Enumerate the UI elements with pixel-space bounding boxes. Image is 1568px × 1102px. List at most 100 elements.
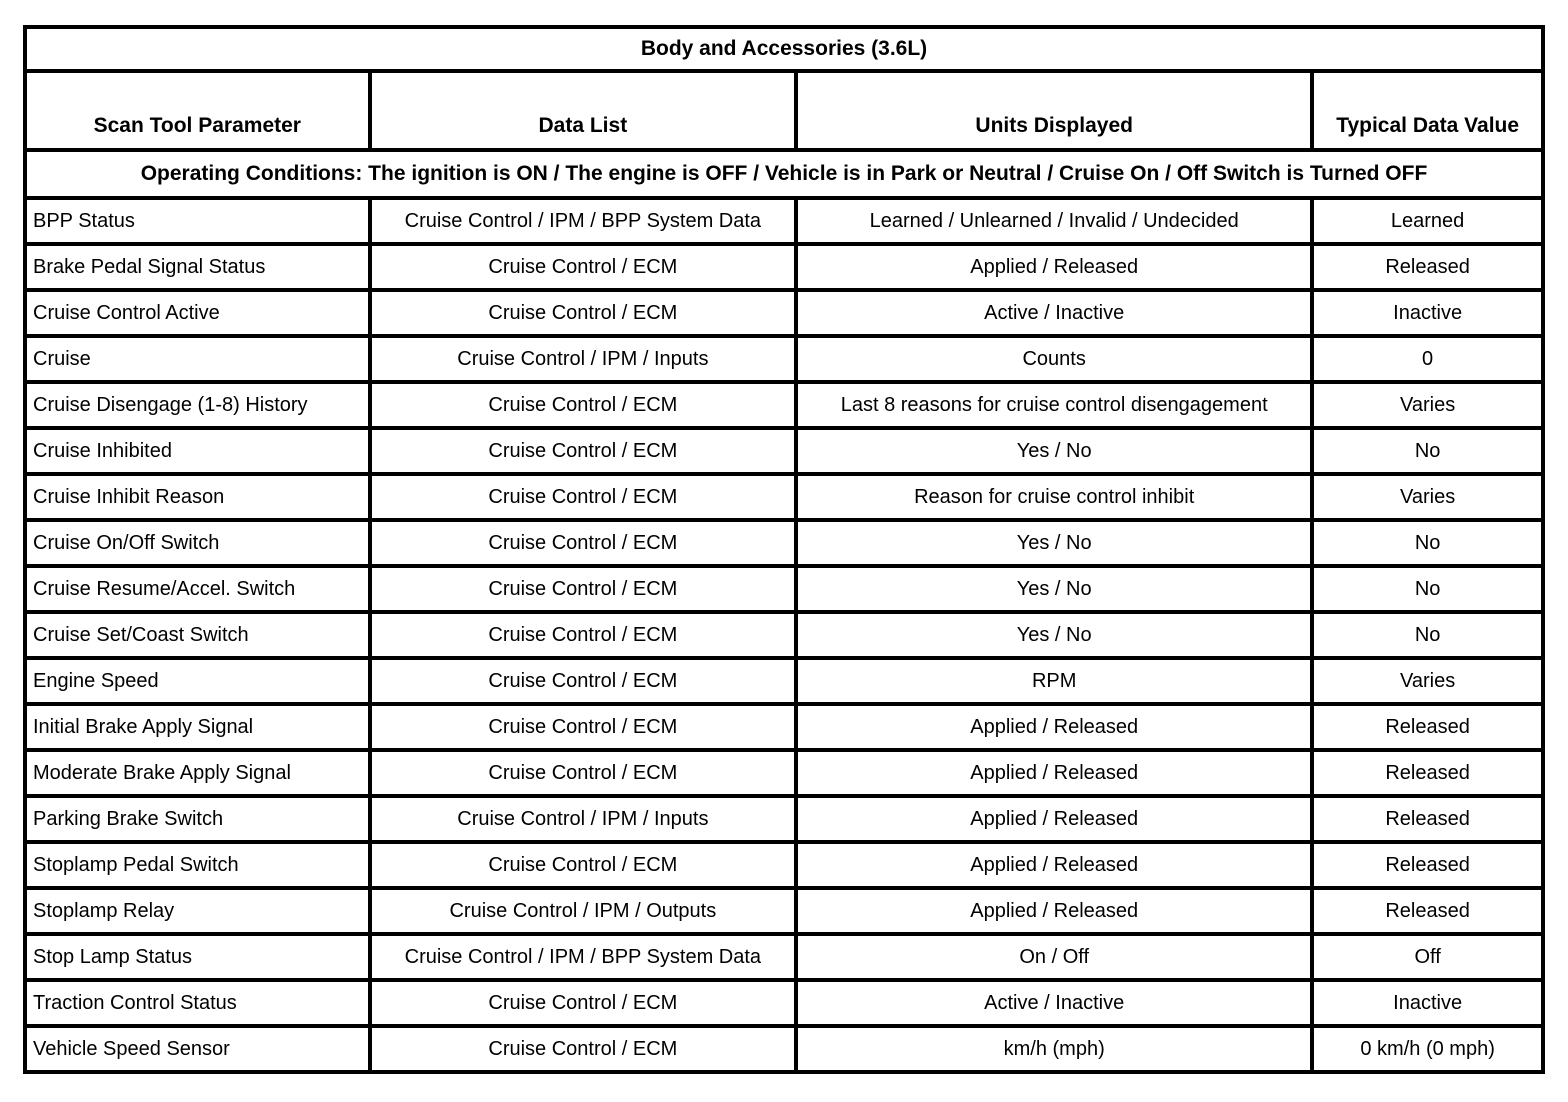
table-row: Cruise Control Active Cruise Control / E… bbox=[23, 288, 1545, 339]
cell-typical-value: Released bbox=[1310, 242, 1545, 293]
cell-data-list: Cruise Control / ECM bbox=[367, 288, 799, 339]
table-row: Cruise Disengage (1-8) History Cruise Co… bbox=[23, 380, 1545, 431]
cell-data-list: Cruise Control / ECM bbox=[367, 1024, 799, 1075]
cell-units-displayed: Counts bbox=[794, 334, 1315, 385]
cell-parameter: Stoplamp Relay bbox=[23, 886, 372, 937]
col-header-scan-tool-parameter: Scan Tool Parameter bbox=[23, 69, 372, 152]
cell-parameter: Stop Lamp Status bbox=[23, 932, 372, 983]
cell-units-displayed: Learned / Unlearned / Invalid / Undecide… bbox=[794, 196, 1315, 247]
operating-conditions-row: Operating Conditions: The ignition is ON… bbox=[23, 147, 1545, 201]
cell-typical-value: Released bbox=[1310, 702, 1545, 753]
cell-units-displayed: RPM bbox=[794, 656, 1315, 707]
cell-parameter: Moderate Brake Apply Signal bbox=[23, 748, 372, 799]
column-header-row: Scan Tool Parameter Data List Units Disp… bbox=[23, 69, 1545, 152]
table-row: Initial Brake Apply Signal Cruise Contro… bbox=[23, 702, 1545, 753]
cell-units-displayed: Active / Inactive bbox=[794, 288, 1315, 339]
cell-units-displayed: Yes / No bbox=[794, 564, 1315, 615]
cell-data-list: Cruise Control / ECM bbox=[367, 564, 799, 615]
cell-data-list: Cruise Control / ECM bbox=[367, 518, 799, 569]
cell-data-list: Cruise Control / IPM / Inputs bbox=[367, 794, 799, 845]
table-row: Cruise On/Off Switch Cruise Control / EC… bbox=[23, 518, 1545, 569]
cell-typical-value: Released bbox=[1310, 748, 1545, 799]
table-row: Cruise Set/Coast Switch Cruise Control /… bbox=[23, 610, 1545, 661]
cell-data-list: Cruise Control / ECM bbox=[367, 242, 799, 293]
cell-typical-value: Inactive bbox=[1310, 978, 1545, 1029]
cell-parameter: Vehicle Speed Sensor bbox=[23, 1024, 372, 1075]
cell-parameter: Brake Pedal Signal Status bbox=[23, 242, 372, 293]
cell-typical-value: No bbox=[1310, 610, 1545, 661]
cell-parameter: Parking Brake Switch bbox=[23, 794, 372, 845]
cell-typical-value: No bbox=[1310, 518, 1545, 569]
cell-parameter: Cruise Set/Coast Switch bbox=[23, 610, 372, 661]
table-title-row: Body and Accessories (3.6L) bbox=[23, 25, 1545, 73]
cell-parameter: Cruise bbox=[23, 334, 372, 385]
cell-data-list: Cruise Control / ECM bbox=[367, 472, 799, 523]
cell-units-displayed: Applied / Released bbox=[794, 702, 1315, 753]
cell-parameter: BPP Status bbox=[23, 196, 372, 247]
col-header-typical-data-value: Typical Data Value bbox=[1310, 69, 1545, 152]
table-row: BPP Status Cruise Control / IPM / BPP Sy… bbox=[23, 196, 1545, 247]
cell-typical-value: No bbox=[1310, 426, 1545, 477]
table-row: Stoplamp Relay Cruise Control / IPM / Ou… bbox=[23, 886, 1545, 937]
table-row: Traction Control Status Cruise Control /… bbox=[23, 978, 1545, 1029]
cell-units-displayed: Active / Inactive bbox=[794, 978, 1315, 1029]
cell-units-displayed: Reason for cruise control inhibit bbox=[794, 472, 1315, 523]
cell-units-displayed: Applied / Released bbox=[794, 794, 1315, 845]
cell-units-displayed: On / Off bbox=[794, 932, 1315, 983]
cell-data-list: Cruise Control / ECM bbox=[367, 610, 799, 661]
cell-data-list: Cruise Control / ECM bbox=[367, 702, 799, 753]
cell-typical-value: Released bbox=[1310, 794, 1545, 845]
cell-parameter: Engine Speed bbox=[23, 656, 372, 707]
cell-parameter: Cruise On/Off Switch bbox=[23, 518, 372, 569]
table-row: Moderate Brake Apply Signal Cruise Contr… bbox=[23, 748, 1545, 799]
cell-units-displayed: Yes / No bbox=[794, 426, 1315, 477]
cell-units-displayed: Last 8 reasons for cruise control diseng… bbox=[794, 380, 1315, 431]
col-header-data-list: Data List bbox=[367, 69, 799, 152]
cell-typical-value: Varies bbox=[1310, 380, 1545, 431]
table-row: Stop Lamp Status Cruise Control / IPM / … bbox=[23, 932, 1545, 983]
cell-parameter: Cruise Disengage (1-8) History bbox=[23, 380, 372, 431]
cell-typical-value: Released bbox=[1310, 840, 1545, 891]
scan-tool-data-table: Body and Accessories (3.6L) Scan Tool Pa… bbox=[23, 25, 1545, 1075]
cell-data-list: Cruise Control / ECM bbox=[367, 380, 799, 431]
cell-parameter: Cruise Inhibit Reason bbox=[23, 472, 372, 523]
cell-units-displayed: Yes / No bbox=[794, 610, 1315, 661]
cell-units-displayed: Applied / Released bbox=[794, 242, 1315, 293]
cell-data-list: Cruise Control / IPM / Inputs bbox=[367, 334, 799, 385]
cell-data-list: Cruise Control / ECM bbox=[367, 426, 799, 477]
cell-parameter: Stoplamp Pedal Switch bbox=[23, 840, 372, 891]
cell-units-displayed: Applied / Released bbox=[794, 840, 1315, 891]
cell-typical-value: 0 km/h (0 mph) bbox=[1310, 1024, 1545, 1075]
cell-units-displayed: Yes / No bbox=[794, 518, 1315, 569]
cell-typical-value: Learned bbox=[1310, 196, 1545, 247]
cell-typical-value: Released bbox=[1310, 886, 1545, 937]
cell-parameter: Cruise Inhibited bbox=[23, 426, 372, 477]
cell-typical-value: Inactive bbox=[1310, 288, 1545, 339]
table-row: Cruise Inhibit Reason Cruise Control / E… bbox=[23, 472, 1545, 523]
table-row: Parking Brake Switch Cruise Control / IP… bbox=[23, 794, 1545, 845]
cell-data-list: Cruise Control / ECM bbox=[367, 840, 799, 891]
table-row: Vehicle Speed Sensor Cruise Control / EC… bbox=[23, 1024, 1545, 1075]
cell-data-list: Cruise Control / ECM bbox=[367, 656, 799, 707]
cell-typical-value: No bbox=[1310, 564, 1545, 615]
cell-parameter: Traction Control Status bbox=[23, 978, 372, 1029]
col-header-units-displayed: Units Displayed bbox=[794, 69, 1315, 152]
table-row: Stoplamp Pedal Switch Cruise Control / E… bbox=[23, 840, 1545, 891]
table-row: Engine Speed Cruise Control / ECM RPM Va… bbox=[23, 656, 1545, 707]
cell-typical-value: Off bbox=[1310, 932, 1545, 983]
cell-units-displayed: Applied / Released bbox=[794, 886, 1315, 937]
cell-typical-value: Varies bbox=[1310, 472, 1545, 523]
cell-data-list: Cruise Control / IPM / Outputs bbox=[367, 886, 799, 937]
cell-data-list: Cruise Control / IPM / BPP System Data bbox=[367, 196, 799, 247]
cell-units-displayed: km/h (mph) bbox=[794, 1024, 1315, 1075]
table-row: Cruise Resume/Accel. Switch Cruise Contr… bbox=[23, 564, 1545, 615]
cell-data-list: Cruise Control / ECM bbox=[367, 978, 799, 1029]
cell-data-list: Cruise Control / IPM / BPP System Data bbox=[367, 932, 799, 983]
operating-conditions-text: Operating Conditions: The ignition is ON… bbox=[23, 147, 1545, 201]
cell-typical-value: Varies bbox=[1310, 656, 1545, 707]
cell-parameter: Initial Brake Apply Signal bbox=[23, 702, 372, 753]
table-row: Cruise Cruise Control / IPM / Inputs Cou… bbox=[23, 334, 1545, 385]
cell-data-list: Cruise Control / ECM bbox=[367, 748, 799, 799]
cell-parameter: Cruise Resume/Accel. Switch bbox=[23, 564, 372, 615]
